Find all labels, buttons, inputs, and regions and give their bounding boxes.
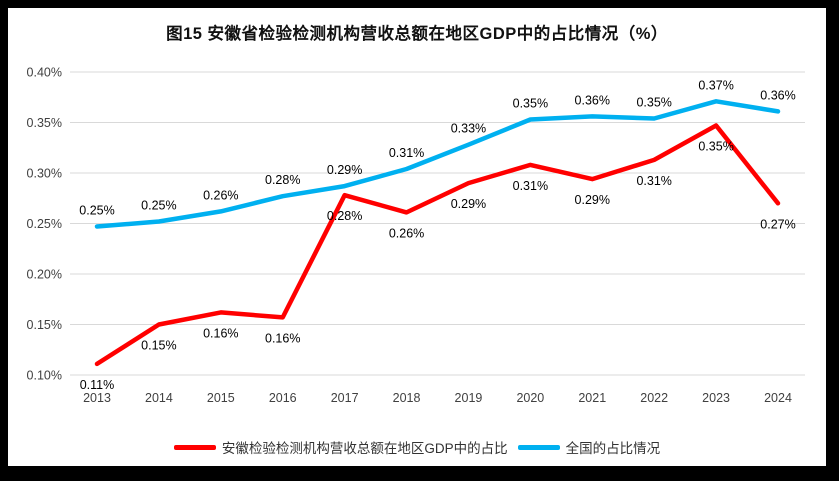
legend-item-anhui: 安徽检验检测机构营收总额在地区GDP中的占比: [173, 437, 508, 457]
y-axis-tick-label: 0.30%: [27, 167, 62, 181]
national-data-label: 0.36%: [760, 88, 795, 102]
x-axis-tick-label: 2023: [702, 391, 730, 405]
x-axis-tick-label: 2020: [516, 391, 544, 405]
national-series-line-swatch: [517, 444, 560, 450]
anhui-data-label: 0.27%: [760, 217, 795, 231]
national-data-label: 0.28%: [265, 173, 300, 187]
national-data-label: 0.33%: [451, 122, 486, 136]
anhui-series-line-swatch: [173, 444, 216, 450]
national-data-label: 0.35%: [636, 95, 671, 109]
line-chart-plot-area: 0.40% 0.35% 0.30% 0.25% 0.20% 0.15% 0.10% 2013 2…: [27, 66, 805, 405]
anhui-data-label: 0.28%: [327, 209, 362, 223]
anhui-data-label: 0.29%: [451, 197, 486, 211]
national-series-line: [94, 99, 781, 229]
x-axis-tick-label: 2019: [455, 391, 483, 405]
chart-canvas: 图15 安徽省检验检测机构营收总额在地区GDP中的占比情况（%） 0.40% 0.…: [8, 8, 826, 466]
national-data-label: 0.25%: [79, 204, 114, 218]
x-axis-tick-label: 2014: [145, 391, 173, 405]
y-axis-tick-label: 0.35%: [27, 116, 62, 130]
legend-item-national: 全国的占比情况: [517, 437, 661, 457]
national-data-label: 0.37%: [698, 78, 733, 92]
anhui-data-label: 0.29%: [575, 193, 610, 207]
y-axis-tick-label: 0.15%: [27, 318, 62, 332]
legend-label-national: 全国的占比情况: [565, 441, 661, 456]
anhui-data-label: 0.16%: [265, 331, 300, 345]
chart-title: 图15 安徽省检验检测机构营收总额在地区GDP中的占比情况（%）: [166, 25, 668, 43]
x-axis-tick-label: 2013: [83, 391, 111, 405]
y-axis-tick-label: 0.25%: [27, 217, 62, 231]
x-axis-tick-label: 2016: [269, 391, 297, 405]
anhui-data-label: 0.15%: [141, 339, 176, 353]
anhui-data-label: 0.35%: [698, 140, 733, 154]
national-data-label: 0.25%: [141, 198, 176, 212]
national-data-label: 0.36%: [575, 93, 610, 107]
national-data-label: 0.35%: [513, 96, 548, 110]
y-axis-tick-label: 0.10%: [27, 369, 62, 383]
anhui-data-label: 0.16%: [203, 326, 238, 340]
anhui-data-label: 0.31%: [513, 179, 548, 193]
chart-legend: 安徽检验检测机构营收总额在地区GDP中的占比 全国的占比情况: [8, 437, 826, 457]
anhui-data-label: 0.26%: [389, 226, 424, 240]
x-axis-tick-label: 2017: [331, 391, 359, 405]
national-data-label: 0.29%: [327, 163, 362, 177]
x-axis-tick-label: 2021: [578, 391, 606, 405]
x-axis-tick-label: 2022: [640, 391, 668, 405]
legend-label-anhui: 安徽检验检测机构营收总额在地区GDP中的占比: [221, 441, 508, 456]
x-axis-tick-label: 2018: [393, 391, 421, 405]
anhui-data-label: 0.11%: [80, 378, 115, 392]
y-axis-tick-label: 0.40%: [27, 66, 62, 80]
y-axis-tick-label: 0.20%: [27, 268, 62, 282]
national-data-label: 0.31%: [389, 146, 424, 160]
national-data-label: 0.26%: [203, 188, 238, 202]
x-axis-tick-label: 2015: [207, 391, 235, 405]
x-axis-tick-label: 2024: [764, 391, 792, 405]
anhui-data-label: 0.31%: [636, 174, 671, 188]
anhui-series-line: [94, 123, 781, 367]
